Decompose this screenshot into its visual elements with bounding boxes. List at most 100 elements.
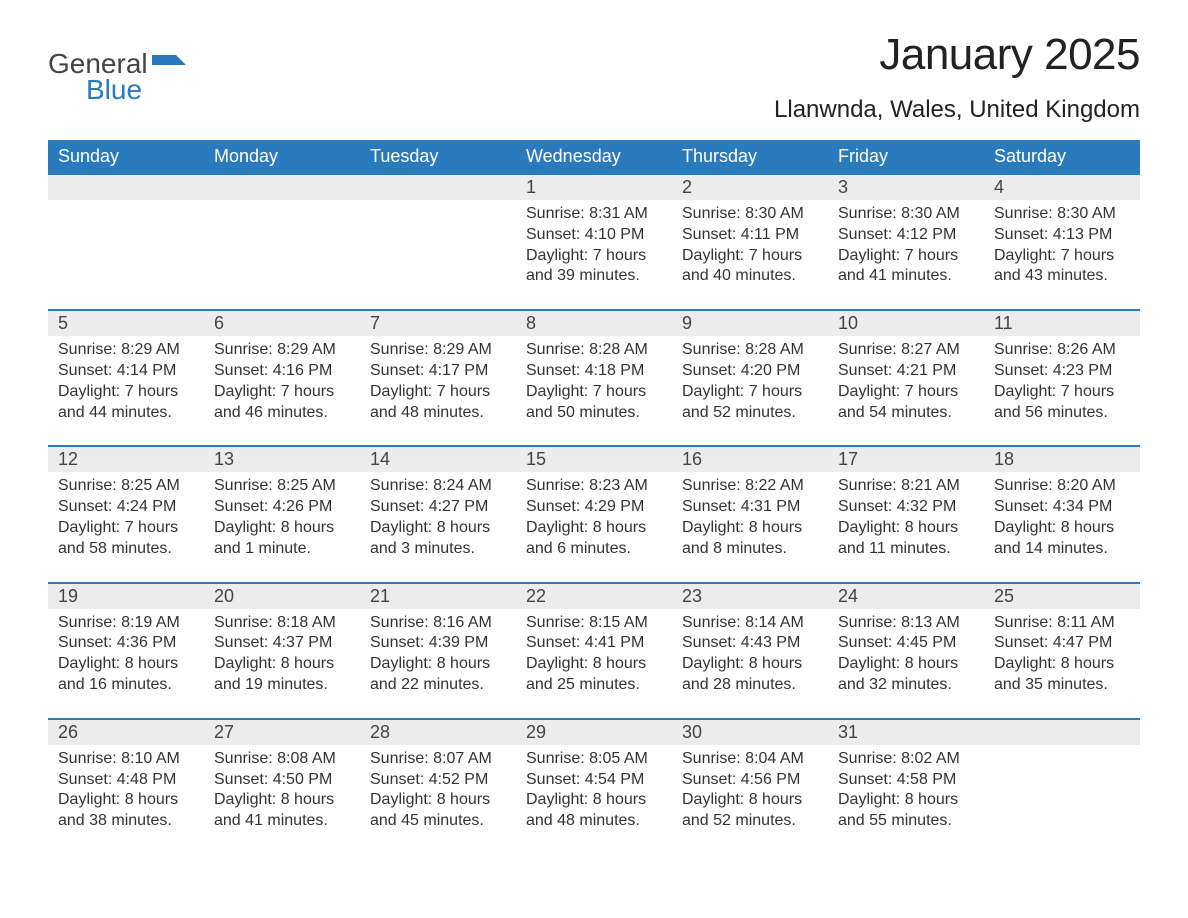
day-d2-text: and 48 minutes. <box>526 811 662 832</box>
day-sunrise-text: Sunrise: 8:02 AM <box>838 749 974 770</box>
day-content-cell: Sunrise: 8:18 AMSunset: 4:37 PMDaylight:… <box>204 609 360 719</box>
day-sunrise-text: Sunrise: 8:13 AM <box>838 613 974 634</box>
logo-text-blue: Blue <box>86 74 186 106</box>
weekday-header: Sunday <box>48 140 204 174</box>
day-sunset-text: Sunset: 4:41 PM <box>526 633 662 654</box>
day-number-cell: 14 <box>360 446 516 472</box>
day-number-cell: 5 <box>48 310 204 336</box>
day-d2-text: and 56 minutes. <box>994 403 1130 424</box>
day-number-cell <box>360 174 516 200</box>
day-content-cell: Sunrise: 8:26 AMSunset: 4:23 PMDaylight:… <box>984 336 1140 446</box>
day-content-cell: Sunrise: 8:28 AMSunset: 4:20 PMDaylight:… <box>672 336 828 446</box>
weekday-header: Thursday <box>672 140 828 174</box>
day-content-cell: Sunrise: 8:30 AMSunset: 4:12 PMDaylight:… <box>828 200 984 310</box>
day-number-cell: 22 <box>516 583 672 609</box>
day-d2-text: and 46 minutes. <box>214 403 350 424</box>
day-d2-text: and 14 minutes. <box>994 539 1130 560</box>
day-content-cell <box>204 200 360 310</box>
day-d1-text: Daylight: 7 hours <box>838 382 974 403</box>
day-content-cell <box>360 200 516 310</box>
day-sunset-text: Sunset: 4:47 PM <box>994 633 1130 654</box>
day-number-row: 567891011 <box>48 310 1140 336</box>
day-number-cell: 8 <box>516 310 672 336</box>
day-d2-text: and 3 minutes. <box>370 539 506 560</box>
day-d1-text: Daylight: 7 hours <box>526 382 662 403</box>
day-d1-text: Daylight: 8 hours <box>682 790 818 811</box>
day-sunrise-text: Sunrise: 8:30 AM <box>994 204 1130 225</box>
day-number-cell: 28 <box>360 719 516 745</box>
title-block: January 2025 Llanwnda, Wales, United Kin… <box>774 30 1140 134</box>
day-content-cell: Sunrise: 8:25 AMSunset: 4:24 PMDaylight:… <box>48 472 204 582</box>
day-sunset-text: Sunset: 4:29 PM <box>526 497 662 518</box>
day-content-cell: Sunrise: 8:31 AMSunset: 4:10 PMDaylight:… <box>516 200 672 310</box>
day-d1-text: Daylight: 7 hours <box>682 246 818 267</box>
day-d1-text: Daylight: 7 hours <box>838 246 974 267</box>
day-d2-text: and 6 minutes. <box>526 539 662 560</box>
day-d2-text: and 41 minutes. <box>838 266 974 287</box>
day-number-cell: 30 <box>672 719 828 745</box>
day-content-cell: Sunrise: 8:29 AMSunset: 4:14 PMDaylight:… <box>48 336 204 446</box>
day-number-cell: 31 <box>828 719 984 745</box>
day-sunset-text: Sunset: 4:11 PM <box>682 225 818 246</box>
header: General Blue January 2025 Llanwnda, Wale… <box>48 30 1140 134</box>
day-d1-text: Daylight: 7 hours <box>682 382 818 403</box>
day-sunset-text: Sunset: 4:16 PM <box>214 361 350 382</box>
day-content-cell: Sunrise: 8:30 AMSunset: 4:13 PMDaylight:… <box>984 200 1140 310</box>
day-sunrise-text: Sunrise: 8:27 AM <box>838 340 974 361</box>
day-d1-text: Daylight: 8 hours <box>370 790 506 811</box>
weekday-header: Saturday <box>984 140 1140 174</box>
month-title: January 2025 <box>774 30 1140 80</box>
day-sunrise-text: Sunrise: 8:11 AM <box>994 613 1130 634</box>
day-sunrise-text: Sunrise: 8:21 AM <box>838 476 974 497</box>
day-sunrise-text: Sunrise: 8:05 AM <box>526 749 662 770</box>
day-content-row: Sunrise: 8:25 AMSunset: 4:24 PMDaylight:… <box>48 472 1140 582</box>
day-content-cell: Sunrise: 8:21 AMSunset: 4:32 PMDaylight:… <box>828 472 984 582</box>
day-sunset-text: Sunset: 4:32 PM <box>838 497 974 518</box>
day-content-cell: Sunrise: 8:25 AMSunset: 4:26 PMDaylight:… <box>204 472 360 582</box>
day-number-cell: 6 <box>204 310 360 336</box>
day-content-cell: Sunrise: 8:15 AMSunset: 4:41 PMDaylight:… <box>516 609 672 719</box>
day-content-cell <box>48 200 204 310</box>
day-d1-text: Daylight: 7 hours <box>370 382 506 403</box>
day-d2-text: and 50 minutes. <box>526 403 662 424</box>
day-d1-text: Daylight: 8 hours <box>838 790 974 811</box>
day-d1-text: Daylight: 8 hours <box>214 654 350 675</box>
day-number-cell: 20 <box>204 583 360 609</box>
day-d2-text: and 52 minutes. <box>682 811 818 832</box>
day-sunrise-text: Sunrise: 8:23 AM <box>526 476 662 497</box>
day-sunset-text: Sunset: 4:54 PM <box>526 770 662 791</box>
day-content-row: Sunrise: 8:10 AMSunset: 4:48 PMDaylight:… <box>48 745 1140 854</box>
logo: General Blue <box>48 30 186 106</box>
day-sunset-text: Sunset: 4:34 PM <box>994 497 1130 518</box>
day-number-cell: 9 <box>672 310 828 336</box>
day-content-cell: Sunrise: 8:07 AMSunset: 4:52 PMDaylight:… <box>360 745 516 854</box>
day-sunrise-text: Sunrise: 8:22 AM <box>682 476 818 497</box>
day-d2-text: and 45 minutes. <box>370 811 506 832</box>
day-sunrise-text: Sunrise: 8:28 AM <box>526 340 662 361</box>
day-number-row: 12131415161718 <box>48 446 1140 472</box>
day-d2-text: and 44 minutes. <box>58 403 194 424</box>
day-d2-text: and 25 minutes. <box>526 675 662 696</box>
day-number-cell: 11 <box>984 310 1140 336</box>
day-content-row: Sunrise: 8:19 AMSunset: 4:36 PMDaylight:… <box>48 609 1140 719</box>
day-number-cell: 13 <box>204 446 360 472</box>
day-sunrise-text: Sunrise: 8:26 AM <box>994 340 1130 361</box>
day-sunrise-text: Sunrise: 8:28 AM <box>682 340 818 361</box>
day-content-cell: Sunrise: 8:22 AMSunset: 4:31 PMDaylight:… <box>672 472 828 582</box>
day-number-cell: 7 <box>360 310 516 336</box>
day-number-cell: 26 <box>48 719 204 745</box>
day-sunset-text: Sunset: 4:24 PM <box>58 497 194 518</box>
day-content-cell: Sunrise: 8:29 AMSunset: 4:16 PMDaylight:… <box>204 336 360 446</box>
day-d1-text: Daylight: 7 hours <box>526 246 662 267</box>
logo-flag-icon <box>152 51 186 78</box>
day-d2-text: and 58 minutes. <box>58 539 194 560</box>
day-content-cell: Sunrise: 8:23 AMSunset: 4:29 PMDaylight:… <box>516 472 672 582</box>
day-d1-text: Daylight: 7 hours <box>994 246 1130 267</box>
day-sunrise-text: Sunrise: 8:30 AM <box>838 204 974 225</box>
day-sunrise-text: Sunrise: 8:04 AM <box>682 749 818 770</box>
day-sunrise-text: Sunrise: 8:16 AM <box>370 613 506 634</box>
day-d1-text: Daylight: 8 hours <box>526 790 662 811</box>
day-d2-text: and 28 minutes. <box>682 675 818 696</box>
location-subtitle: Llanwnda, Wales, United Kingdom <box>774 96 1140 124</box>
day-d2-text: and 11 minutes. <box>838 539 974 560</box>
